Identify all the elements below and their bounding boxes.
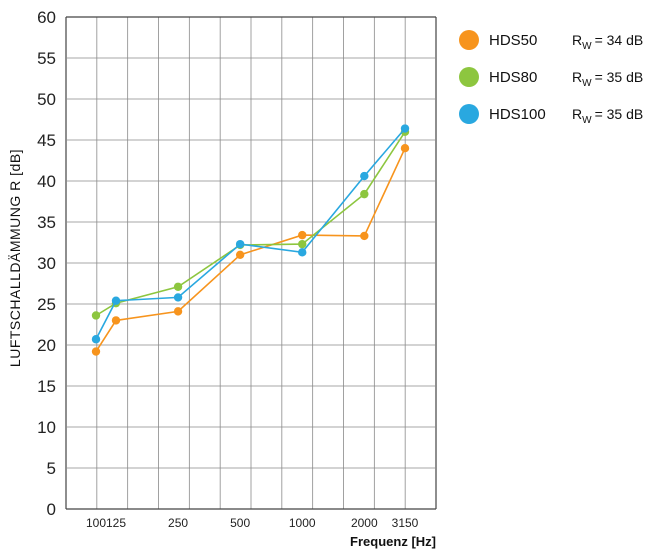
data-point [400,144,410,153]
legend-rw-label: RW = 34 dB [572,32,643,52]
y-tick-label: 15 [37,377,56,396]
data-point [235,250,245,259]
data-point [173,293,183,302]
legend-rw-label: RW = 35 dB [572,69,643,89]
y-tick-labels: 0 5 10 15 20 25 30 35 40 45 50 55 60 [37,8,56,519]
x-tick-labels: 100 125 250 500 1000 2000 3150 [86,516,419,530]
x-tick-label: 1000 [289,516,316,530]
y-tick-label: 10 [37,418,56,437]
legend-rw-label: RW = 35 dB [572,106,643,126]
legend-item-hds80: HDS80 RW = 35 dB [459,67,643,89]
data-point [360,171,369,181]
data-point [111,316,121,325]
x-tick-label: 500 [230,516,250,530]
series-line [95,127,406,340]
legend-marker [459,30,479,50]
legend-series-name: HDS80 [489,69,537,86]
legend-series-name: HDS100 [489,106,546,123]
legend-item-hds100: HDS100 RW = 35 dB [459,104,643,126]
series-hds100 [91,124,410,344]
y-tick-label: 30 [37,254,56,273]
y-tick-label: 45 [37,131,56,150]
y-tick-label: 35 [37,213,56,232]
legend-item-hds50: HDS50 RW = 34 dB [459,30,643,52]
x-axis-label: Frequenz [Hz] [350,534,436,549]
y-tick-label: 25 [37,295,56,314]
data-point [91,347,101,356]
y-tick-label: 5 [47,459,56,478]
y-tick-label: 55 [37,49,56,68]
data-point [298,239,307,249]
series-group [91,124,410,356]
x-tick-label: 100 [86,516,106,530]
data-point [298,248,307,257]
series-hds50 [91,144,410,356]
data-point [173,282,183,291]
x-tick-label: 2000 [351,516,378,530]
data-point [91,311,101,320]
y-tick-label: 40 [37,172,56,191]
legend-series-name: HDS50 [489,32,537,49]
series-line [95,147,406,353]
series-hds80 [91,127,410,320]
data-point [111,296,121,305]
data-point [91,335,101,344]
data-point [235,239,245,249]
y-axis-label: LUFTSCHALLDÄMMUNG R [dB] [7,149,23,367]
data-point [360,189,369,199]
y-tick-label: 20 [37,336,56,355]
legend-marker [459,104,479,124]
y-tick-label: 0 [47,500,56,519]
data-point [298,230,307,240]
y-tick-label: 60 [37,8,56,27]
y-tick-label: 50 [37,90,56,109]
x-tick-label: 250 [168,516,188,530]
x-tick-label: 3150 [392,516,419,530]
grid [65,16,437,510]
data-point [400,124,410,133]
x-tick-label: 125 [106,516,126,530]
legend-marker [459,67,479,87]
legend: HDS50 RW = 34 dB HDS80 RW = 35 dB HDS100 RW = 35… [459,30,643,126]
data-point [360,231,369,241]
data-point [173,307,183,316]
series-line [95,131,406,317]
